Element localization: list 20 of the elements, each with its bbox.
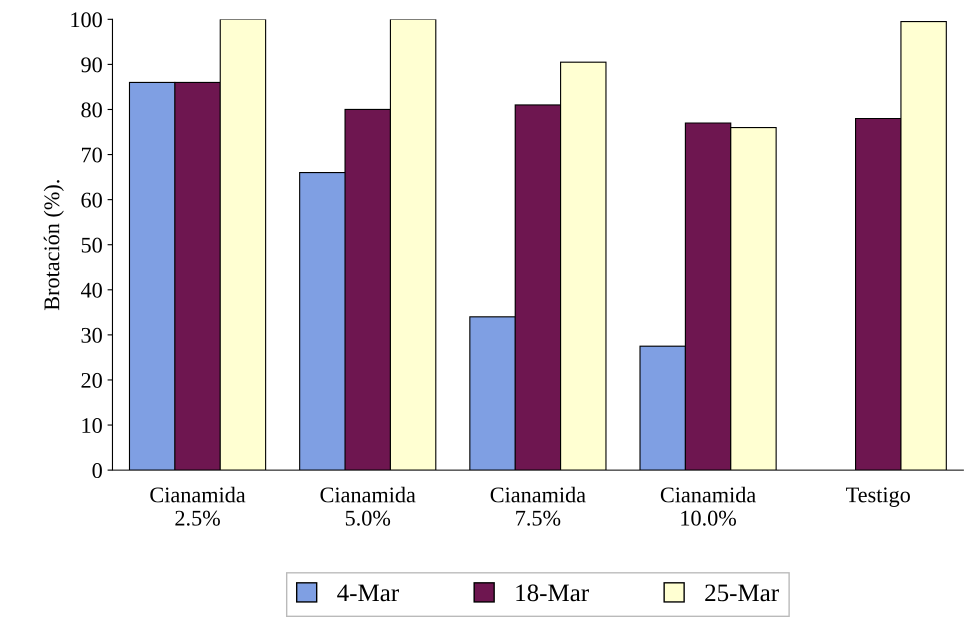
y-axis-title: Brotación (%).	[44, 180, 64, 310]
x-tick-label: Testigo	[846, 487, 910, 507]
y-tick-label: 20	[82, 372, 102, 388]
y-tick-label: 30	[82, 328, 102, 343]
x-tick-label: Cianamida 5.0%	[320, 486, 416, 526]
y-tick-label: 100	[71, 12, 102, 28]
x-tick-label: Cianamida 10.0%	[660, 486, 756, 526]
y-tick-label: 0	[92, 463, 102, 478]
y-tick-label: 70	[82, 147, 102, 162]
y-tick-label: 50	[82, 238, 102, 253]
legend-label: 18-Mar	[516, 584, 589, 602]
y-tick-label: 60	[81, 192, 102, 208]
x-tick-label: Cianamida 2.5%	[150, 486, 246, 526]
y-tick-label: 10	[82, 418, 102, 433]
x-tick-label: Cianamida 7.5%	[490, 486, 586, 526]
legend-label: 25-Mar	[705, 584, 779, 602]
y-tick-label: 80	[81, 102, 102, 118]
y-tick-label: 90	[81, 57, 102, 72]
y-tick-label: 40	[80, 282, 102, 298]
legend-label: 4-Mar	[337, 584, 399, 602]
